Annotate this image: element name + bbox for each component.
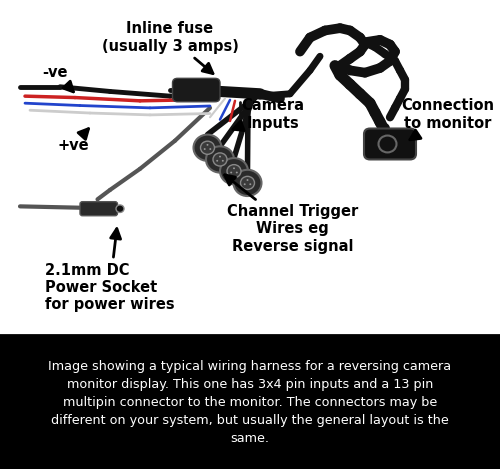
Circle shape <box>227 165 241 178</box>
Text: Image showing a typical wiring harness for a reversing camera
monitor display. T: Image showing a typical wiring harness f… <box>48 360 452 445</box>
Circle shape <box>220 158 248 184</box>
Circle shape <box>236 172 238 174</box>
Circle shape <box>204 148 206 150</box>
Circle shape <box>234 170 262 196</box>
Circle shape <box>200 141 214 154</box>
Circle shape <box>210 148 212 150</box>
Circle shape <box>219 156 221 158</box>
Bar <box>0 0 500 335</box>
Text: Inline fuse
(usually 3 amps): Inline fuse (usually 3 amps) <box>102 21 238 74</box>
Circle shape <box>230 172 232 174</box>
Circle shape <box>240 176 254 189</box>
Circle shape <box>233 167 235 169</box>
FancyBboxPatch shape <box>364 129 416 159</box>
Circle shape <box>244 183 246 185</box>
Text: Connection
to monitor: Connection to monitor <box>401 98 494 140</box>
Text: -ve: -ve <box>42 65 74 92</box>
Circle shape <box>194 135 222 161</box>
FancyBboxPatch shape <box>80 202 118 216</box>
Circle shape <box>222 160 224 162</box>
Circle shape <box>216 160 218 162</box>
Circle shape <box>213 153 227 166</box>
Circle shape <box>116 205 124 212</box>
Circle shape <box>246 179 248 181</box>
Text: 2.1mm DC
Power Socket
for power wires: 2.1mm DC Power Socket for power wires <box>45 228 174 312</box>
Text: Channel Trigger
Wires eg
Reverse signal: Channel Trigger Wires eg Reverse signal <box>224 175 358 254</box>
Text: Camera
Inputs: Camera Inputs <box>233 98 304 131</box>
Bar <box>0 335 500 469</box>
Circle shape <box>250 183 252 185</box>
FancyBboxPatch shape <box>172 78 220 102</box>
Circle shape <box>206 146 234 173</box>
Circle shape <box>206 144 208 146</box>
Text: +ve: +ve <box>58 129 89 153</box>
